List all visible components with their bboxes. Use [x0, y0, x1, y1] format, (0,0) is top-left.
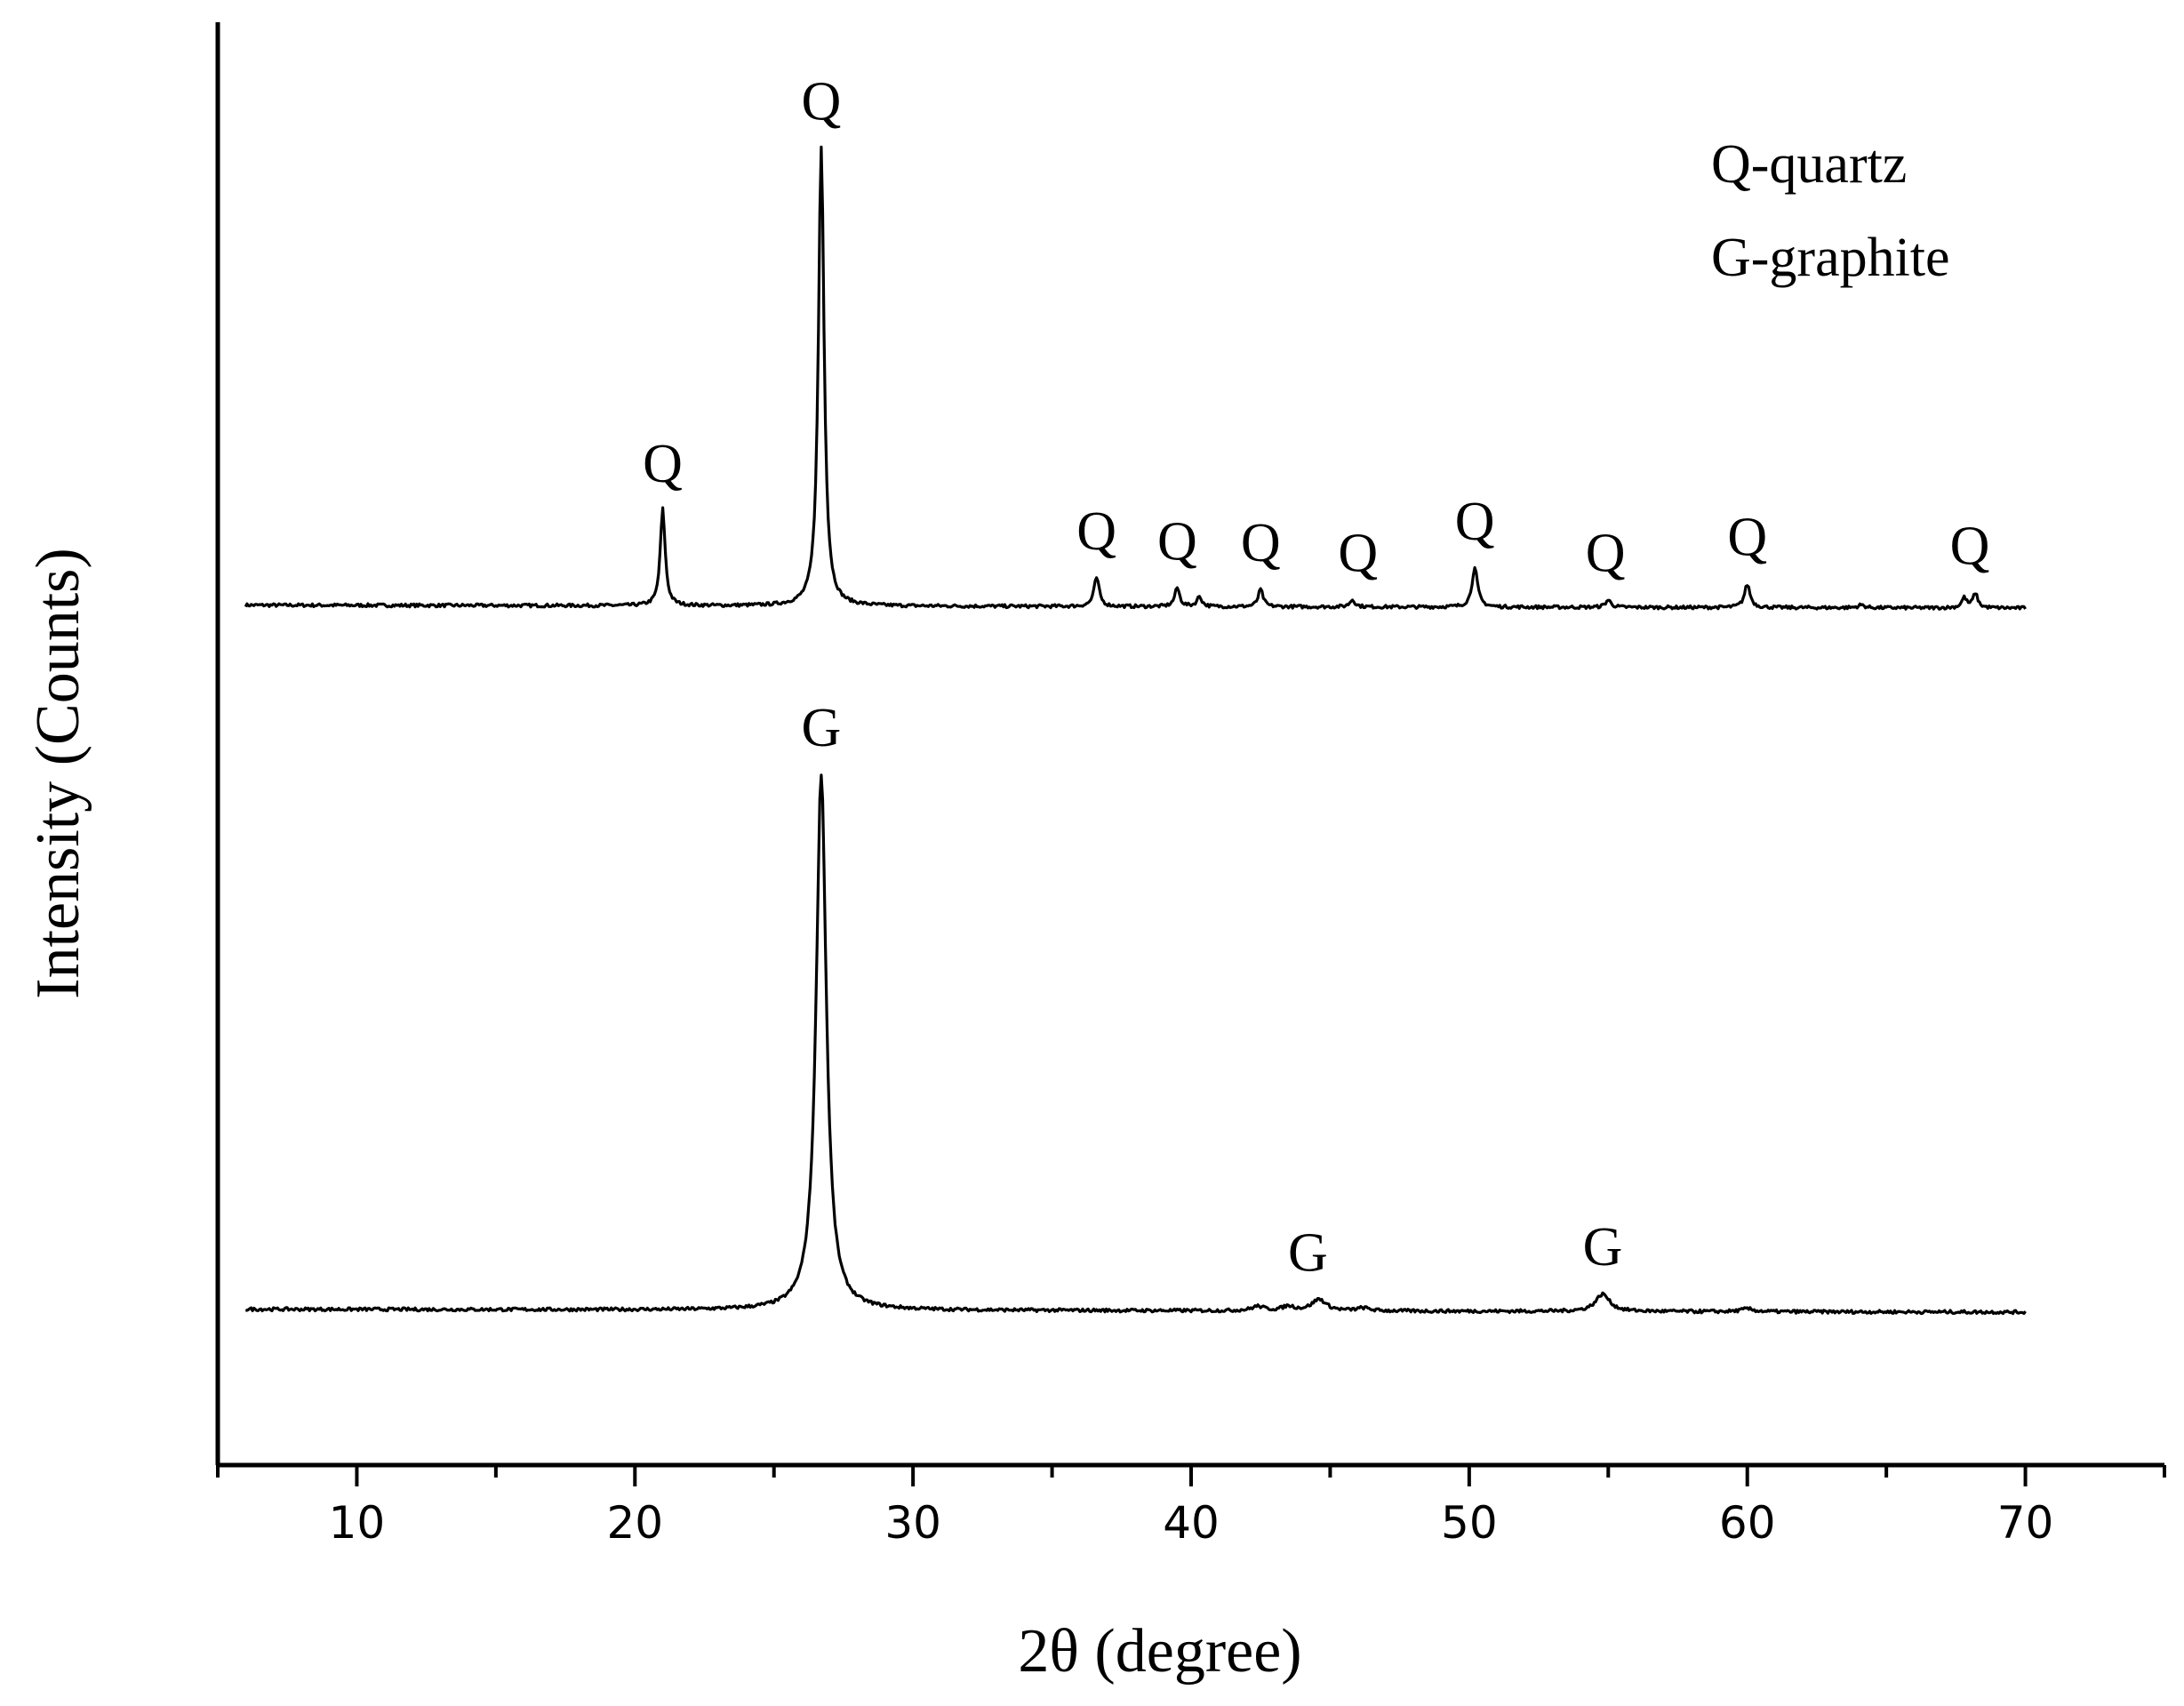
quartz-peak-label: Q [1157, 512, 1197, 573]
x-tick-label: 70 [1997, 1497, 2054, 1549]
quartz-peak-label: Q [1338, 524, 1378, 584]
x-tick-label: 60 [1719, 1497, 1776, 1549]
x-tick-label: 20 [606, 1497, 663, 1549]
x-axis-title: 2θ (degree) [1018, 1617, 1301, 1686]
quartz-peak-label: Q [1076, 501, 1116, 562]
legend-entry-graphite: G-graphite [1711, 228, 1950, 288]
graphite-pattern-line [245, 773, 2027, 1316]
quartz-peak-label: Q [1950, 516, 1990, 576]
graphite-peak-label: G [1288, 1223, 1328, 1284]
x-tick-label: 40 [1163, 1497, 1220, 1549]
legend-entry-quartz: Q-quartz [1711, 134, 1907, 195]
graphite-peak-label: G [802, 698, 842, 758]
legend: Q-quartz G-graphite [1711, 134, 1950, 288]
graphite-peak-label: G [1583, 1217, 1623, 1277]
quartz-peak-label: Q [1586, 524, 1626, 584]
quartz-peak-label: Q [643, 434, 683, 494]
x-tick-label: 30 [884, 1497, 941, 1549]
quartz-peak-label: Q [1241, 513, 1281, 573]
x-axis: 10 20 30 40 50 60 70 [216, 1465, 2166, 1549]
x-tick-label: 10 [329, 1497, 386, 1549]
quartz-peak-label: Q [1455, 492, 1495, 552]
peak-labels: QQQ Q Q QQQ Q QGG G [643, 72, 1989, 1284]
quartz-peak-label: Q [1727, 508, 1767, 568]
quartz-peak-label: Q [802, 72, 842, 132]
diffraction-traces [244, 145, 2027, 1316]
y-axis-title: Intensity (Counts) [24, 548, 92, 998]
quartz-pattern-line [244, 145, 2027, 611]
x-tick-label: 50 [1441, 1497, 1498, 1549]
